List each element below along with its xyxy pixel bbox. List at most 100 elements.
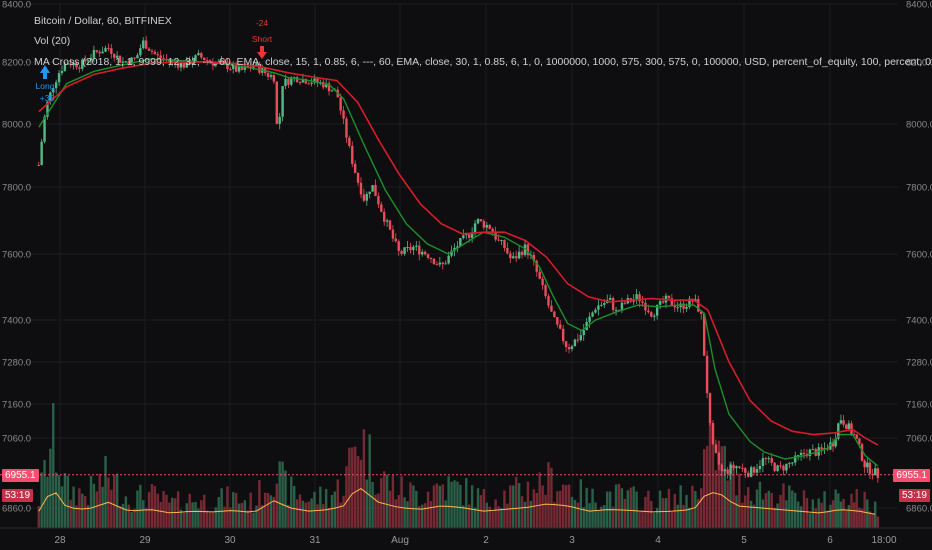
candle-body xyxy=(705,355,709,394)
candle-body xyxy=(301,78,305,83)
price-tick-label: 8000.0 xyxy=(2,120,31,131)
candle-body xyxy=(388,220,392,230)
candle-body xyxy=(773,462,776,472)
volume-bar xyxy=(261,505,264,528)
candle-body xyxy=(322,82,325,88)
candle-body xyxy=(635,294,638,300)
candle-body xyxy=(550,305,553,312)
volume-bar xyxy=(852,502,856,528)
candle-body xyxy=(66,63,69,65)
candle-body xyxy=(794,455,797,463)
candle-body xyxy=(266,73,270,77)
volume-bar xyxy=(570,496,574,528)
volume-bar xyxy=(324,488,328,528)
candle-body xyxy=(700,311,703,314)
candle-body xyxy=(104,47,107,52)
volume-bar xyxy=(327,507,331,528)
volume-bar xyxy=(564,485,568,528)
candle-body xyxy=(738,466,741,468)
volume-bar xyxy=(808,513,812,528)
volume-bar xyxy=(351,447,354,528)
volume-bar xyxy=(829,504,832,528)
volume-bar xyxy=(752,504,756,528)
volume-bar xyxy=(46,476,49,528)
volume-bar xyxy=(229,507,232,528)
candle-body xyxy=(304,78,308,84)
volume-bar xyxy=(168,502,171,528)
volume-bar xyxy=(873,501,877,528)
candle-body xyxy=(121,61,125,63)
candle-body xyxy=(676,307,679,309)
volume-bar xyxy=(799,506,803,528)
candle-body xyxy=(339,97,342,111)
volume-bar xyxy=(223,506,226,528)
candle-body xyxy=(523,244,527,256)
candle-body xyxy=(608,297,612,301)
volume-bar xyxy=(98,473,101,528)
volume-bar xyxy=(834,489,837,528)
volume-bar xyxy=(791,490,794,528)
volume-bar xyxy=(200,500,203,528)
time-axis[interactable]: 28 29 30 31 Aug 2 3 4 5 6 18:00 xyxy=(0,527,932,546)
candle-body xyxy=(136,55,139,59)
candle-body xyxy=(702,313,706,356)
volume-bar xyxy=(83,496,87,528)
volume-bar xyxy=(415,490,418,528)
candle-body xyxy=(293,77,296,79)
volume-bar xyxy=(54,472,58,528)
candle-body xyxy=(526,244,530,256)
volume-bar xyxy=(456,481,459,528)
volume-bar xyxy=(858,507,861,528)
candle-body xyxy=(54,82,58,89)
candle-body xyxy=(860,444,864,461)
candle-body xyxy=(139,48,142,56)
volume-bar xyxy=(559,490,562,528)
candle-body xyxy=(506,247,509,254)
volume-bar xyxy=(512,485,515,528)
volume-bar xyxy=(92,483,96,528)
candle-body xyxy=(101,51,104,54)
candle-body xyxy=(547,296,550,306)
price-axis[interactable]: 8400.0 8400.0 8200.0 8200.0 8000.0 8000.0 7800… xyxy=(2,0,932,515)
volume-bar xyxy=(176,491,180,528)
candle-body xyxy=(644,302,647,311)
candle-body xyxy=(456,246,459,248)
candle-body xyxy=(831,442,835,447)
candle-body xyxy=(310,82,313,84)
candle-body xyxy=(796,455,800,457)
candle-body xyxy=(211,61,215,66)
volume-bar xyxy=(509,485,512,528)
candle-body xyxy=(491,228,494,233)
volume-bar xyxy=(124,496,128,528)
volume-bar xyxy=(764,493,768,528)
volume-bar xyxy=(847,505,851,528)
candle-body xyxy=(752,467,756,473)
candle-body xyxy=(229,68,232,70)
volume-bar xyxy=(388,490,392,528)
countdown-badge: 53:19 xyxy=(898,489,930,502)
volume-bar xyxy=(749,500,753,528)
time-tick-label: 6 xyxy=(827,535,833,546)
volume-bar xyxy=(720,446,723,528)
volume-bar xyxy=(400,476,403,528)
price-tick-label: 6860.0 xyxy=(906,504,932,515)
candle-body xyxy=(697,299,700,312)
candle-body xyxy=(298,82,302,84)
candle-body xyxy=(770,458,773,463)
volume-bar xyxy=(281,461,284,528)
volume-bar xyxy=(773,507,776,528)
price-tick-label: 7600.0 xyxy=(906,250,932,261)
volume-bar xyxy=(310,498,313,528)
candle-body xyxy=(406,246,409,248)
candle-body xyxy=(564,341,568,348)
volume-bar xyxy=(356,455,360,528)
volume-bar xyxy=(142,500,145,528)
candle-body xyxy=(582,330,585,336)
volume-bar xyxy=(755,489,759,528)
candle-body xyxy=(497,239,500,241)
volume-bar xyxy=(603,504,606,528)
candle-body xyxy=(220,60,223,62)
volume-bar xyxy=(494,499,497,528)
volume-bar xyxy=(661,498,665,528)
